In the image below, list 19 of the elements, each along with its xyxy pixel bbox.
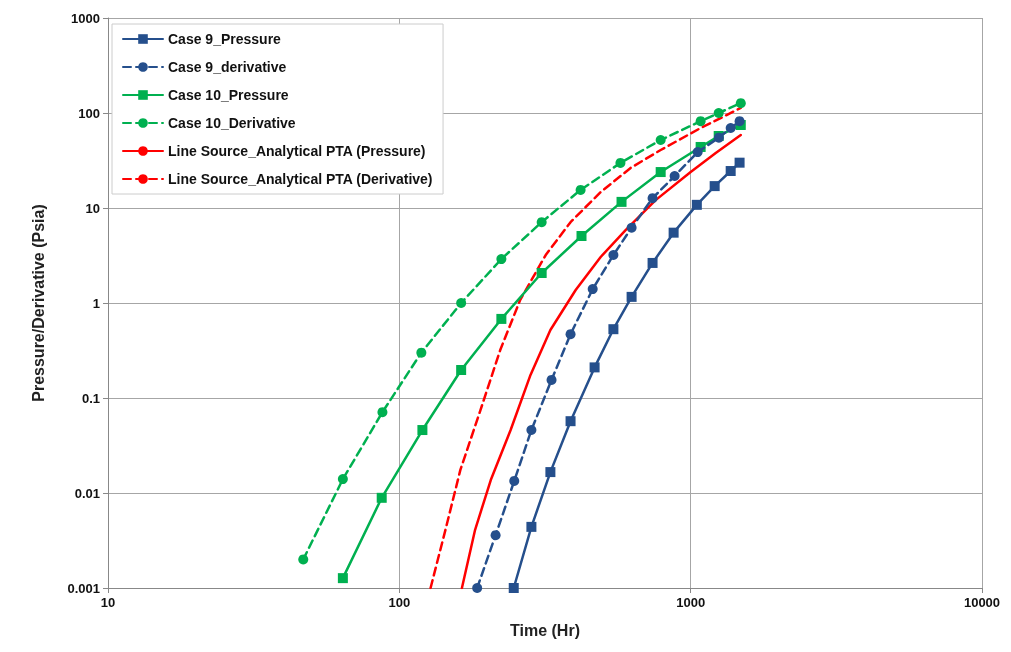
x-axis-title: Time (Hr) — [510, 621, 580, 639]
legend-label: Line Source_Analytical PTA (Derivative) — [168, 171, 433, 187]
x-tick-label: 1000 — [676, 595, 706, 610]
legend-label: Line Source_Analytical PTA (Pressure) — [168, 143, 426, 159]
y-tick-label: 100 — [78, 105, 100, 121]
y-tick-label: 1000 — [71, 10, 100, 26]
legend-label: Case 9_derivative — [168, 59, 287, 75]
legend-label: Case 10_Derivative — [168, 115, 296, 131]
x-tick-label: 10 — [100, 595, 116, 610]
x-tick-label: 100 — [388, 595, 411, 610]
y-tick-label: 10 — [85, 200, 100, 216]
y-tick-label: 0.1 — [81, 390, 100, 406]
legend-label: Case 9_Pressure — [168, 31, 282, 47]
x-tick-label: 10000 — [963, 595, 1001, 610]
y-axis-title: Pressure/Derivative (Psia) — [29, 204, 47, 402]
legend-label: Case 10_Pressure — [168, 87, 289, 103]
y-tick-label: 1 — [92, 295, 100, 311]
y-tick-label: 0.01 — [74, 485, 100, 501]
y-tick-label: 0.001 — [67, 580, 100, 596]
